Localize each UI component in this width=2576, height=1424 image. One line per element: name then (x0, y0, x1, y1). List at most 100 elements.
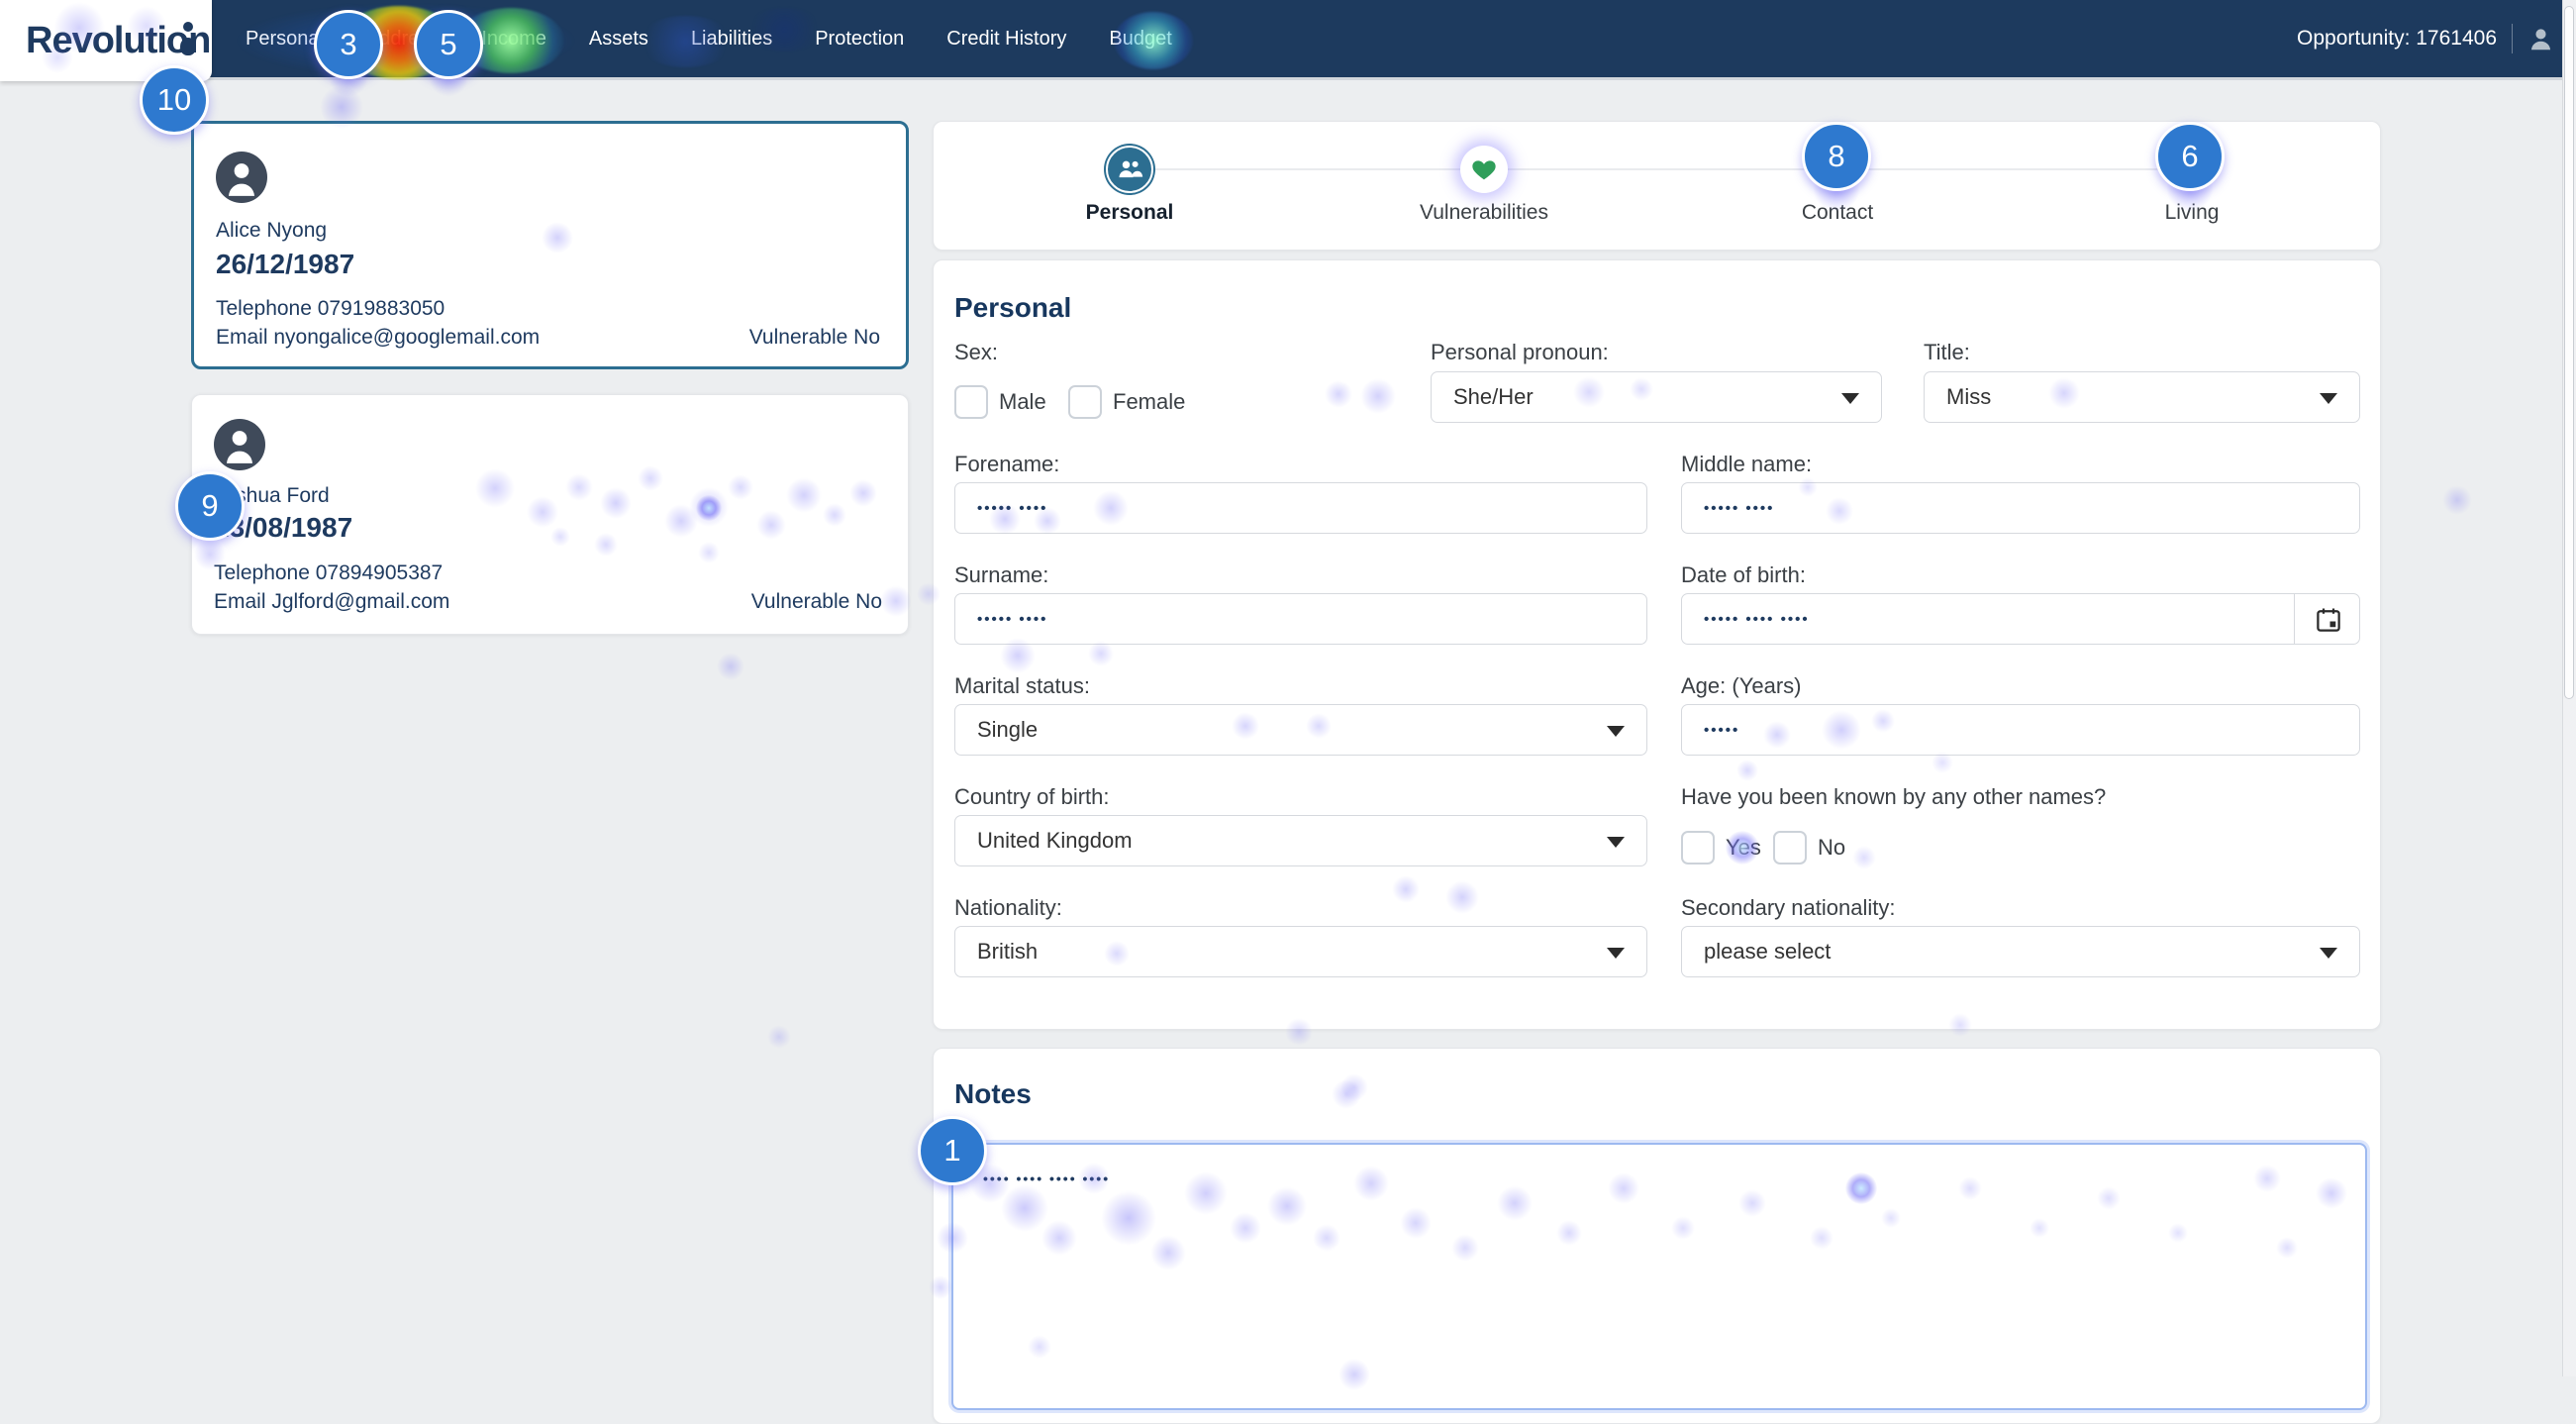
male-label: Male (999, 389, 1046, 414)
known-no-label: No (1818, 835, 1846, 860)
nav-items: Personal Address Income Assets Liabiliti… (246, 0, 1172, 77)
dob-value: ••••• •••• •••• (1704, 610, 1810, 628)
country-of-birth-select[interactable]: United Kingdom (954, 815, 1647, 866)
notes-panel: Notes •••• •••• •••• •••• (933, 1048, 2381, 1424)
forename-value: ••••• •••• (977, 499, 1048, 517)
scrollbar-thumb[interactable] (2564, 6, 2574, 699)
secondary-nationality-select[interactable]: please select (1681, 926, 2360, 977)
title-value: Miss (1946, 384, 1992, 409)
dob-field-divider (2294, 594, 2295, 644)
form-section-title: Personal (954, 292, 1072, 323)
client-dob: 26/12/1987 (216, 249, 355, 279)
logo-mark-icon (180, 38, 196, 55)
client-phone: Telephone 07919883050 (216, 297, 446, 320)
opportunity-id: Opportunity: 1761406 (2297, 27, 2497, 50)
notes-textarea[interactable]: •••• •••• •••• •••• (951, 1143, 2367, 1410)
annotation-badge-9: 9 (175, 471, 245, 541)
client-phone: Telephone 07894905387 (214, 561, 444, 584)
client-card-joshua-ford[interactable]: Joshua Ford 23/08/1987 Telephone 0789490… (191, 394, 909, 635)
step-label-vulnerabilities: Vulnerabilities (1420, 201, 1548, 224)
secondary-nationality-label: Secondary nationality: (1681, 895, 1896, 920)
age-value: ••••• (1704, 721, 1740, 739)
client-avatar-icon (214, 419, 265, 475)
stepper-connector (1130, 168, 2192, 170)
heart-icon (1472, 160, 1496, 180)
age-input[interactable]: ••••• (1681, 704, 2360, 756)
personal-form-panel: Personal Sex: Male Female Personal prono… (933, 259, 2381, 1030)
vulnerable-status: Vulnerable No (748, 326, 880, 349)
middle-name-value: ••••• •••• (1704, 499, 1775, 517)
client-name: Alice Nyong (216, 219, 328, 242)
nationality-value: British (977, 939, 1039, 964)
nav-item-income[interactable]: Income (481, 27, 546, 50)
known-yes-label: Yes (1726, 835, 1761, 860)
notes-value: •••• •••• •••• •••• (983, 1170, 1111, 1186)
step-label-living[interactable]: Living (2164, 201, 2220, 224)
male-checkbox[interactable] (954, 385, 988, 419)
surname-label: Surname: (954, 562, 1049, 587)
age-label: Age: (Years) (1681, 673, 1802, 698)
nav-item-liabilities[interactable]: Liabilities (690, 27, 773, 50)
nav-item-personal[interactable]: Personal (246, 27, 324, 50)
marital-status-value: Single (977, 717, 1039, 742)
client-email: Email Jglford@gmail.com (214, 590, 450, 613)
dob-input[interactable]: ••••• •••• •••• (1681, 593, 2360, 645)
notes-title: Notes (954, 1078, 1032, 1109)
pronoun-select[interactable]: She/Her (1431, 371, 1882, 423)
gaze-blob (717, 653, 744, 680)
country-of-birth-value: United Kingdom (977, 828, 1133, 853)
vulnerable-status: Vulnerable No (750, 590, 882, 613)
middle-name-label: Middle name: (1681, 452, 1813, 476)
logo-mark-icon (183, 22, 193, 32)
sex-label: Sex: (954, 340, 999, 364)
nav-right-divider (2512, 24, 2513, 53)
known-other-names-label: Have you been known by any other names? (1681, 784, 2107, 809)
female-label: Female (1113, 389, 1186, 414)
step-label-personal: Personal (1085, 201, 1174, 224)
known-yes-checkbox[interactable] (1681, 831, 1715, 865)
brand-logo: Revolution (26, 20, 211, 61)
client-avatar-icon (216, 152, 267, 208)
forename-input[interactable]: ••••• •••• (954, 482, 1647, 534)
nav-item-protection[interactable]: Protection (815, 27, 905, 50)
pronoun-label: Personal pronoun: (1431, 340, 1609, 364)
client-card-alice-nyong[interactable]: Alice Nyong 26/12/1987 Telephone 0791988… (191, 121, 909, 369)
annotation-badge-3: 3 (314, 10, 383, 79)
middle-name-input[interactable]: ••••• •••• (1681, 482, 2360, 534)
navbar-divider (0, 77, 2576, 80)
nav-item-assets[interactable]: Assets (588, 27, 648, 50)
dob-label: Date of birth: (1681, 562, 1806, 587)
annotation-badge-1: 1 (918, 1116, 987, 1185)
known-no-checkbox[interactable] (1773, 831, 1807, 865)
step-vulnerabilities[interactable] (1460, 146, 1508, 193)
nav-item-credit-history[interactable]: Credit History (946, 27, 1067, 50)
title-select[interactable]: Miss (1924, 371, 2360, 423)
step-personal[interactable] (1106, 146, 1153, 193)
people-icon (1119, 160, 1143, 178)
annotation-badge-5: 5 (414, 10, 483, 79)
forename-label: Forename: (954, 452, 1060, 476)
surname-value: ••••• •••• (977, 610, 1048, 628)
gaze-blob (767, 1025, 791, 1049)
marital-status-select[interactable]: Single (954, 704, 1647, 756)
marital-status-label: Marital status: (954, 673, 1090, 698)
secondary-nationality-value: please select (1704, 939, 1832, 964)
gaze-blob (2442, 485, 2472, 515)
annotation-badge-10: 10 (140, 65, 209, 135)
calendar-icon[interactable] (2314, 605, 2343, 640)
client-email: Email nyongalice@googlemail.com (216, 326, 541, 349)
stepper-panel: Personal Vulnerabilities Contact Living (933, 121, 2381, 251)
annotation-badge-8: 8 (1802, 122, 1871, 191)
surname-input[interactable]: ••••• •••• (954, 593, 1647, 645)
nav-right-group: Opportunity: 1761406 (2297, 0, 2554, 77)
pronoun-value: She/Her (1453, 384, 1534, 409)
nav-item-budget[interactable]: Budget (1109, 27, 1172, 50)
scrollbar[interactable] (2562, 0, 2576, 1376)
step-label-contact[interactable]: Contact (1801, 201, 1874, 224)
female-checkbox[interactable] (1068, 385, 1102, 419)
nationality-select[interactable]: British (954, 926, 1647, 977)
title-label: Title: (1924, 340, 1970, 364)
user-profile-icon[interactable] (2527, 26, 2554, 52)
nationality-label: Nationality: (954, 895, 1062, 920)
country-of-birth-label: Country of birth: (954, 784, 1110, 809)
